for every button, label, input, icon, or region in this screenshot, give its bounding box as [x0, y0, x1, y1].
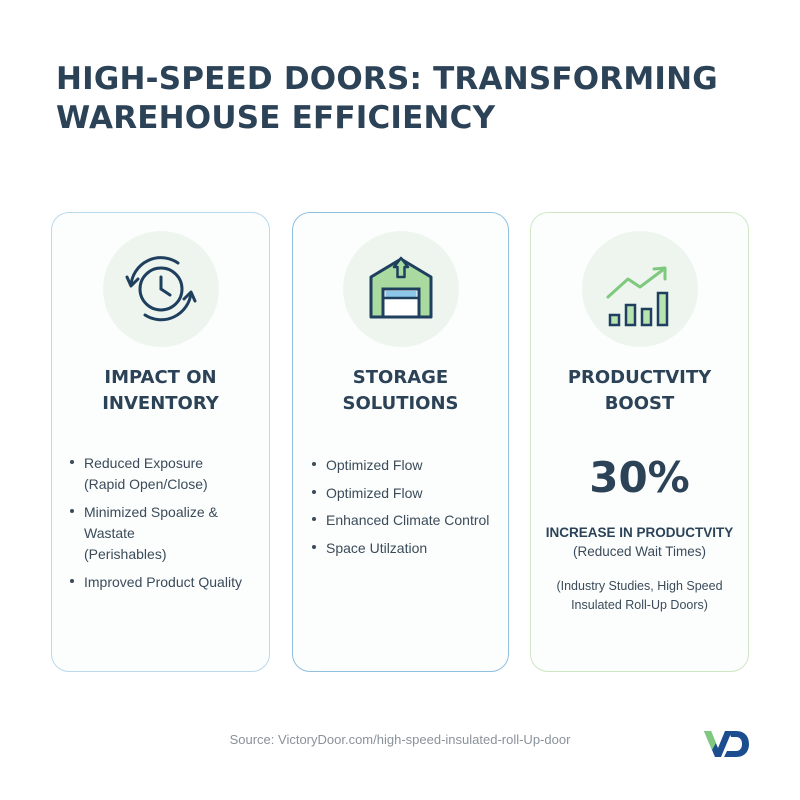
- source-text: Source: VictoryDoor.com/high-speed-insul…: [229, 732, 571, 747]
- card-productivity-boost: PRODUCTVITY BOOST 30% INCREASE IN PRODUC…: [530, 212, 749, 672]
- stat-value: 30%: [589, 453, 690, 502]
- stat-label: INCREASE IN PRODUCTVITY: [545, 525, 734, 540]
- growth-chart-icon: [581, 231, 698, 347]
- page-title: HIGH-SPEED DOORS: TRANSFORMING WAREHOUSE…: [56, 60, 756, 138]
- stat-sublabel: (Reduced Wait Times): [572, 544, 707, 559]
- list-item: Optimized Flow: [310, 483, 506, 503]
- clock-cycle-icon: [102, 231, 219, 347]
- list-item: Space Utilzation: [310, 538, 506, 558]
- page-title-line2: WAREHOUSE EFFICIENCY: [56, 100, 496, 136]
- card-heading: PRODUCTVITY BOOST: [567, 367, 712, 414]
- bullet-list: Reduced Exposure (Rapid Open/Close) Mini…: [68, 453, 264, 600]
- bullet-list: Optimized Flow Optimized Flow Enhanced C…: [310, 455, 506, 565]
- card-heading: IMPACT ON INVENTORY: [102, 367, 219, 414]
- list-item: Optimized Flow: [310, 455, 506, 475]
- list-item: Improved Product Quality: [68, 572, 264, 593]
- page-title-line1: HIGH-SPEED DOORS: TRANSFORMING: [56, 61, 718, 97]
- warehouse-door-icon: [342, 231, 459, 347]
- list-item: Minimized Spoalize & Wastate (Perishable…: [68, 502, 264, 565]
- card-storage-solutions: STORAGE SOLUTIONS Optimized Flow Optimiz…: [292, 212, 509, 672]
- list-item: Reduced Exposure (Rapid Open/Close): [68, 453, 264, 495]
- stat-note: (Industry Studies, High Speed Insulated …: [556, 579, 723, 612]
- list-item: Enhanced Climate Control: [310, 510, 506, 530]
- victorydoor-logo-icon: [702, 728, 750, 764]
- card-heading: STORAGE SOLUTIONS: [342, 367, 459, 414]
- card-impact-on-inventory: IMPACT ON INVENTORY Reduced Exposure (Ra…: [51, 212, 270, 672]
